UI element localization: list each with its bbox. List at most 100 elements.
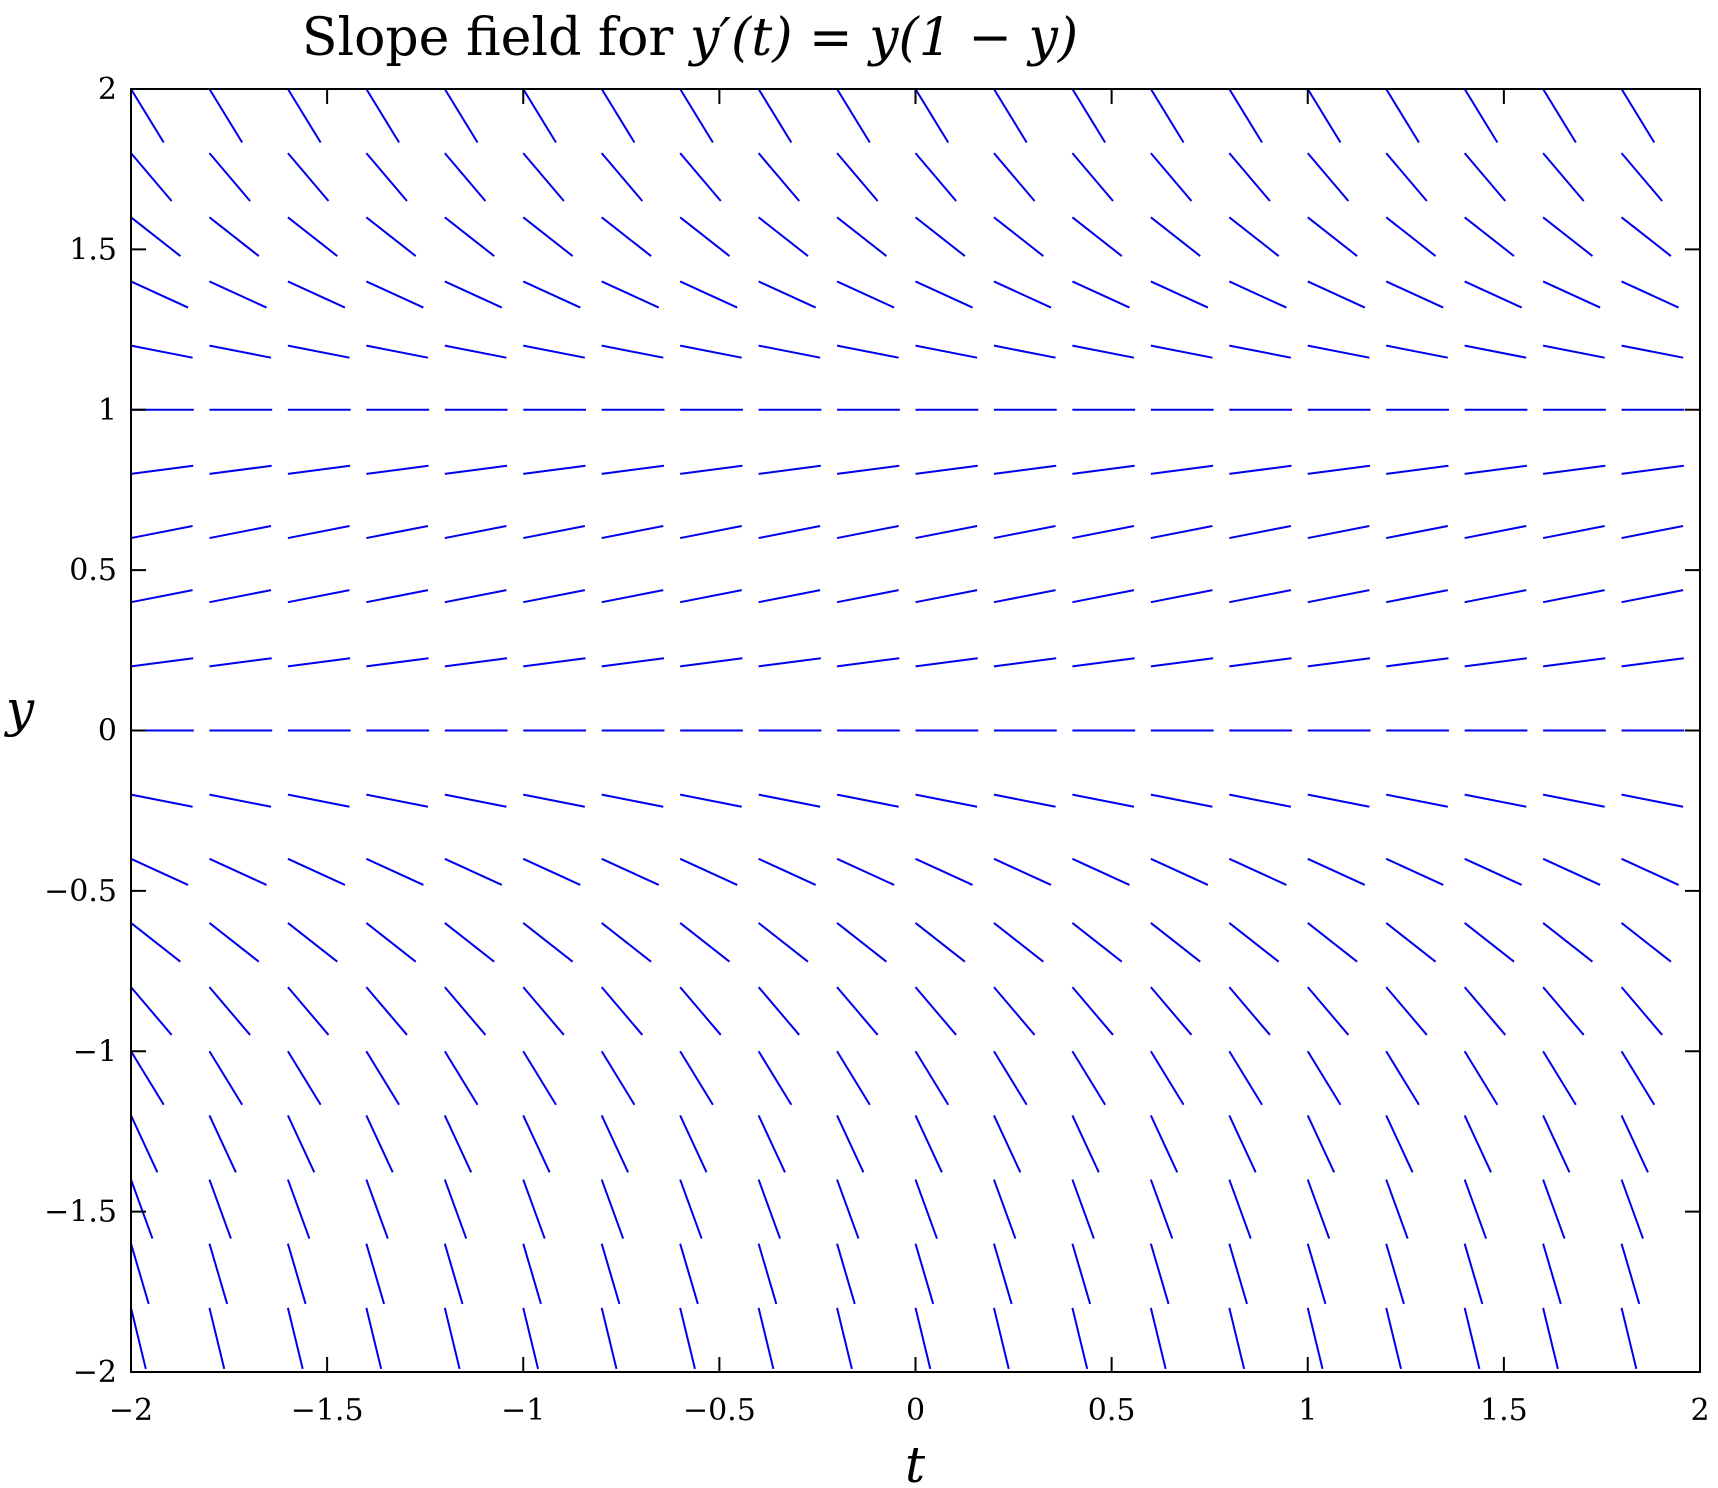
slope-segment xyxy=(1306,1307,1324,1370)
slope-segment xyxy=(1385,922,1437,963)
slope-segment xyxy=(366,344,429,359)
slope-segment xyxy=(601,857,660,886)
slope-segment xyxy=(1464,524,1527,540)
slope-segment xyxy=(601,216,652,257)
slope-segment xyxy=(1228,1050,1263,1106)
slope-segment xyxy=(601,524,664,540)
slope-segment xyxy=(1228,216,1280,257)
slope-segment xyxy=(1542,922,1594,963)
slope-segment xyxy=(1307,589,1370,604)
chart-title-prefix: Slope field for xyxy=(302,8,690,68)
slope-segment xyxy=(1071,1179,1095,1239)
slope-segment xyxy=(1620,1050,1656,1106)
slope-segment xyxy=(365,1050,400,1106)
slope-segment xyxy=(444,280,503,309)
slope-segment xyxy=(993,1179,1017,1239)
slope-segment xyxy=(1464,857,1523,886)
slope-segment xyxy=(1386,464,1449,475)
slope-segment xyxy=(130,280,189,309)
slope-segment xyxy=(1071,1243,1092,1305)
x-tick-label: −1 xyxy=(501,1393,545,1428)
slope-segment xyxy=(679,1307,696,1370)
slope-segment xyxy=(365,1307,383,1370)
slope-segment xyxy=(993,1114,1022,1173)
slope-segment xyxy=(1150,280,1209,309)
slope-segment xyxy=(679,152,722,202)
slope-segment xyxy=(1228,986,1271,1036)
slope-segment xyxy=(914,216,966,257)
slope-segment xyxy=(1620,1114,1649,1173)
slope-segment xyxy=(836,1050,871,1106)
slope-segment xyxy=(915,589,978,604)
slope-segment xyxy=(1071,1050,1106,1106)
slope-segment xyxy=(1463,152,1507,202)
slope-segment xyxy=(1306,1179,1331,1239)
slope-segment xyxy=(365,1243,386,1305)
slope-segment xyxy=(208,922,260,963)
slope-segment xyxy=(130,857,189,886)
slope-segment xyxy=(758,280,817,309)
slope-segment xyxy=(836,280,895,309)
slope-segment xyxy=(1542,1050,1577,1106)
slope-segment xyxy=(522,152,565,202)
slope-segment xyxy=(130,1243,150,1305)
slope-segment xyxy=(1621,464,1684,475)
slope-segment xyxy=(1620,216,1672,257)
slope-segment xyxy=(915,657,978,668)
slope-segment xyxy=(679,1179,703,1239)
slope-segment xyxy=(601,280,660,309)
slope-segment xyxy=(758,657,821,668)
slope-segment xyxy=(914,1243,935,1305)
slope-segment xyxy=(522,88,557,144)
slope-segment xyxy=(130,1307,147,1370)
slope-segment xyxy=(836,1114,865,1173)
slope-segment xyxy=(208,1050,244,1106)
slope-segment xyxy=(1464,589,1527,604)
slope-segment xyxy=(130,88,165,144)
slope-segment xyxy=(1149,1114,1179,1173)
slope-segment xyxy=(758,464,821,475)
slope-segment xyxy=(1306,986,1350,1036)
slope-segment xyxy=(208,986,251,1036)
slope-segment xyxy=(1228,88,1263,144)
slope-segment xyxy=(444,793,507,808)
slope-segment xyxy=(1071,88,1106,144)
slope-segment xyxy=(365,216,417,257)
slope-segment xyxy=(444,589,507,604)
slope-segment xyxy=(1149,88,1185,144)
slope-segment xyxy=(1228,1307,1246,1370)
slope-segment xyxy=(444,524,507,540)
slope-segment xyxy=(444,344,507,359)
slope-segment xyxy=(601,589,664,604)
slope-segment xyxy=(1071,922,1123,963)
slope-segment xyxy=(1229,657,1292,668)
slope-segment xyxy=(992,1243,1013,1305)
slope-segment xyxy=(286,1179,311,1239)
slope-segment xyxy=(444,152,487,202)
slope-segment xyxy=(366,589,429,604)
slope-segment xyxy=(130,464,194,475)
slope-segment xyxy=(208,1307,226,1370)
slope-segment xyxy=(1463,88,1499,144)
slope-segment xyxy=(1542,1243,1562,1305)
slope-segment xyxy=(1228,1179,1252,1239)
slope-segment xyxy=(1463,1114,1492,1173)
slope-segment xyxy=(130,589,193,604)
slope-segment xyxy=(993,152,1036,202)
slope-segment xyxy=(1464,922,1515,963)
slope-segment xyxy=(1542,589,1605,604)
slope-segment xyxy=(915,464,978,475)
y-tick-label: −1.5 xyxy=(44,1195,117,1230)
slope-segment xyxy=(993,464,1057,475)
slope-segment xyxy=(757,1243,778,1305)
x-tick-label: 0 xyxy=(906,1393,925,1428)
slope-segment xyxy=(836,793,899,808)
slope-segment xyxy=(757,922,809,963)
y-tick-label: 0.5 xyxy=(69,553,117,588)
slope-segment xyxy=(1463,1179,1488,1239)
slope-segment xyxy=(130,1179,154,1239)
slope-segment xyxy=(287,344,350,359)
slope-segment xyxy=(1620,1243,1641,1305)
slope-segment xyxy=(914,152,957,202)
slope-segment xyxy=(836,88,871,144)
